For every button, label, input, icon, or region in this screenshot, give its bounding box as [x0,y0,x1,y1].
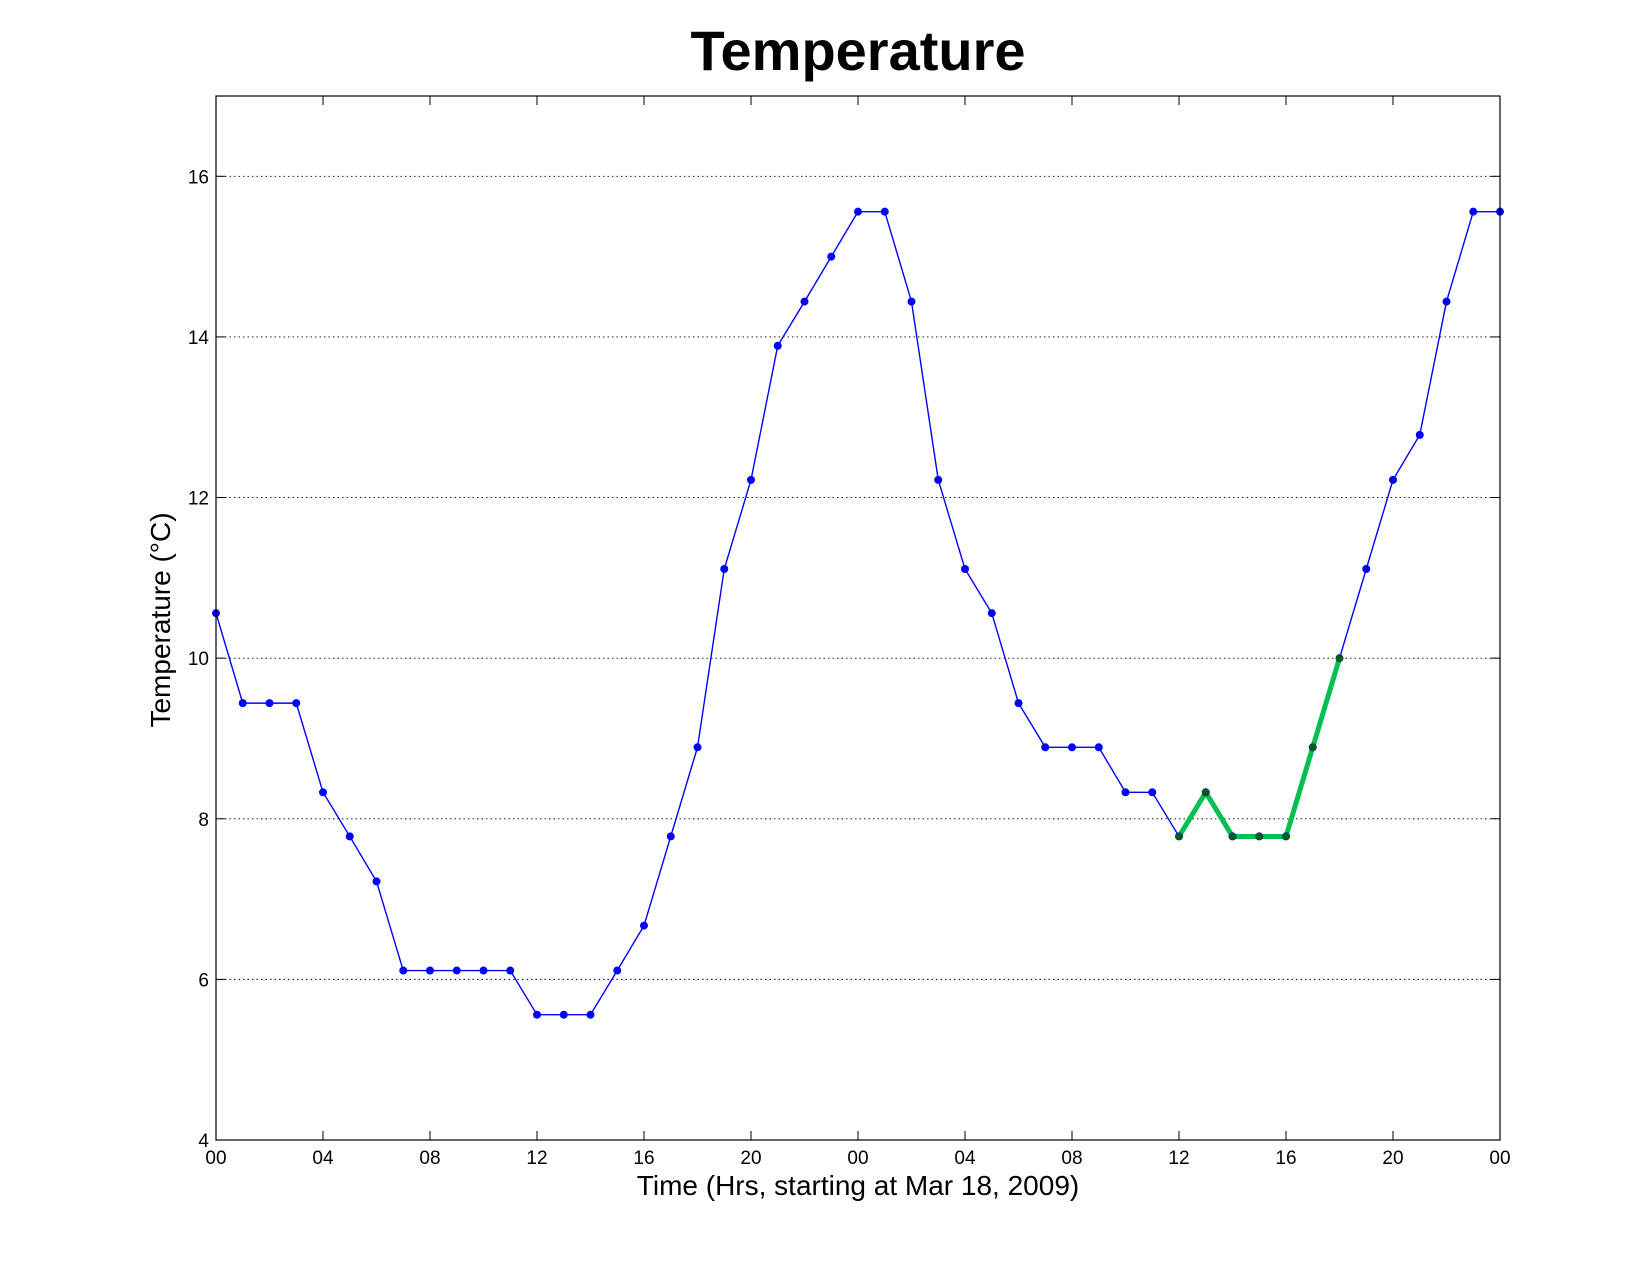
series-0-point [265,699,274,708]
x-tick-label: 00 [1489,1148,1510,1169]
series-0-point [773,341,782,350]
series-0-point [399,966,408,975]
series-0-point [533,1010,541,1019]
series-0-point [452,966,461,975]
x-tick-label: 00 [205,1148,226,1169]
x-axis-label: Time (Hrs, starting at Mar 18, 2009) [637,1170,1079,1201]
x-tick-label: 08 [419,1148,440,1169]
series-0-point [345,832,354,841]
series-1-point [1309,743,1317,751]
series-0-point [1068,743,1076,752]
y-axis-label: Temperature (°C) [145,512,176,727]
series-1-point [1175,832,1183,841]
series-0-point [613,966,622,975]
series-0-point [372,877,381,886]
series-0-point [720,565,729,574]
series-0-point [1121,788,1130,797]
x-tick-label: 20 [740,1148,761,1169]
series-0-point [827,252,836,261]
series-0-point [747,475,755,484]
x-tick-label: 12 [526,1148,547,1169]
series-0-point [666,832,675,841]
data-points [212,207,1504,1019]
series-0-point [1469,207,1478,216]
y-tick-label: 12 [188,489,209,510]
series-0-point [1415,430,1424,439]
series-0-point [506,966,515,975]
series-0-point [586,1010,595,1019]
series-0-point [880,207,889,216]
y-tick-label: 16 [188,167,209,188]
series-0-point [934,475,943,484]
x-tick-label: 08 [1061,1148,1082,1169]
series-1-point [1202,788,1210,796]
series-0-point [1094,743,1103,752]
x-tick-label: 04 [954,1148,976,1169]
y-tick-label: 14 [188,328,210,349]
y-tick-label: 6 [198,970,209,991]
series-0-point [961,565,969,574]
x-tick-label: 16 [633,1148,654,1169]
series-0-point [987,609,996,618]
series-1-point [1335,654,1344,662]
chart-title: Temperature [690,19,1025,82]
series-1-point [1228,832,1237,841]
x-tick-label: 00 [847,1148,868,1169]
series-0-point [1014,699,1023,708]
x-tick-label: 20 [1382,1148,1403,1169]
y-tick-label: 8 [198,810,209,831]
series-0-point [1389,475,1397,484]
series-0-point [1148,788,1157,797]
axis-ticks [215,96,1501,1141]
x-tick-label: 04 [312,1148,334,1169]
series-0-point [319,788,327,797]
series-0-point [292,699,301,708]
series-0-point [640,921,648,930]
x-tick-label: 16 [1275,1148,1296,1169]
series-1-point [1282,832,1290,841]
x-tick-label: 12 [1168,1148,1189,1169]
series-0-point [1041,743,1050,752]
series-0-point [854,207,862,216]
series-0-point [1442,297,1451,306]
series-0-point [559,1010,568,1019]
y-tick-label: 4 [198,1131,209,1152]
y-tick-label: 10 [188,649,209,670]
series-0-point [238,699,247,708]
series-0-point [479,966,488,975]
series-0-point [1362,565,1371,574]
series-0-point [800,297,809,306]
series-0-point [907,297,916,306]
series-0-point [426,966,434,975]
tick-labels: 4 6 8 10 12 14 16 00 04 08 12 16 20 00 04 08 12 16 20 00 [188,167,1511,1169]
series-0-point [693,743,702,752]
series-1-point [1255,832,1263,841]
